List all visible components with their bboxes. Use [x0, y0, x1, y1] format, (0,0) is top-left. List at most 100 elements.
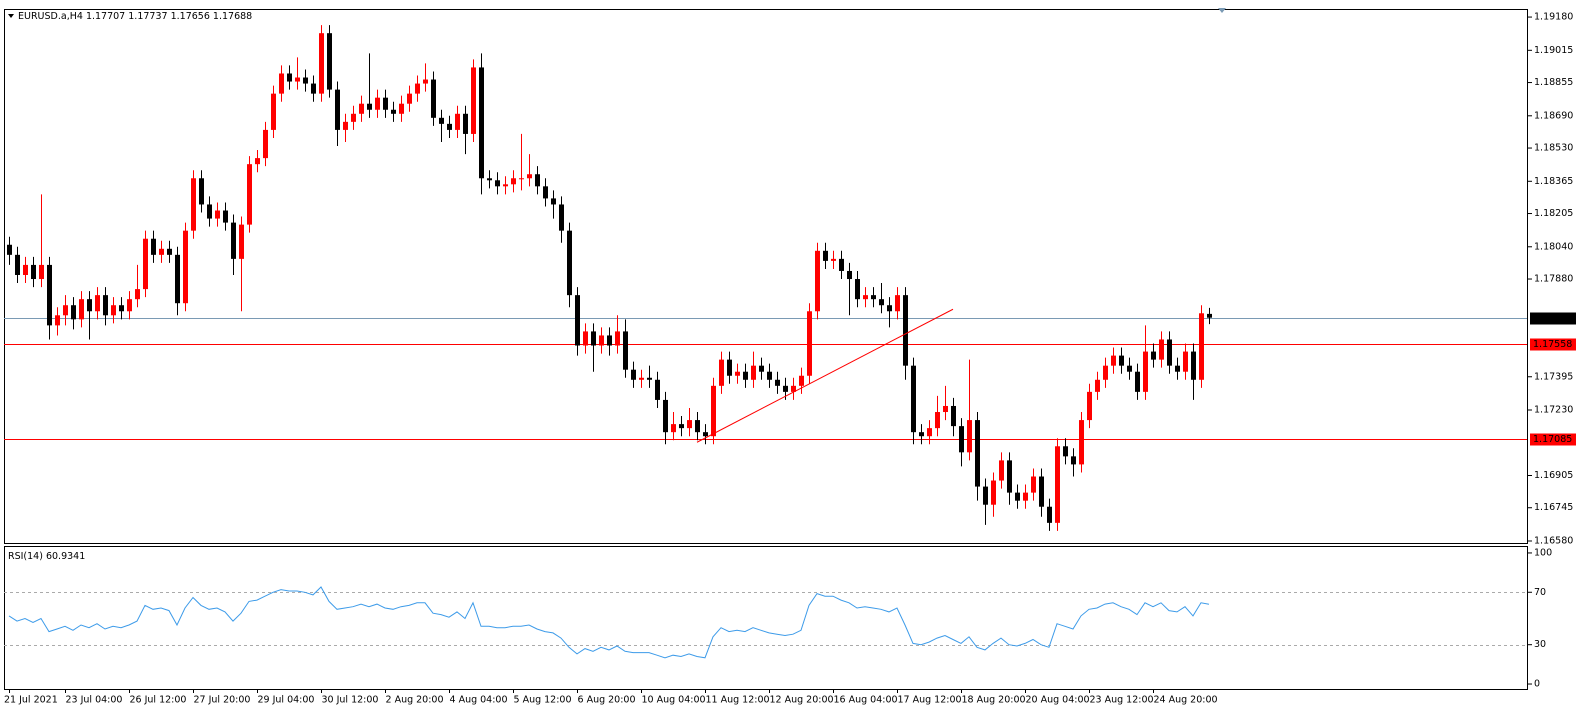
candle-body [943, 405, 948, 413]
candle-body [823, 250, 828, 261]
candle-body [335, 89, 340, 130]
candle-body [199, 178, 204, 205]
open: 1.17707 [86, 11, 125, 22]
candle-body [319, 33, 324, 94]
close: 1.17688 [213, 11, 252, 22]
candle-body [151, 238, 156, 255]
candle-body [663, 399, 668, 433]
candle-body [415, 83, 420, 94]
candle-body [263, 129, 268, 159]
candle-body [327, 33, 332, 90]
y-tick-label: 1.18205 [1534, 208, 1573, 219]
candle-body [191, 178, 196, 231]
candle-body [951, 405, 956, 427]
candle-body [447, 123, 452, 130]
candle-body [431, 79, 436, 118]
candle-body [167, 248, 172, 255]
x-tick-label: 6 Aug 20:00 [578, 695, 636, 706]
candle-body [879, 299, 884, 306]
rsi-panel [4, 546, 1528, 690]
candle-body [559, 204, 564, 231]
candle-body [391, 109, 396, 114]
candle-body [535, 174, 540, 187]
candle-body [735, 371, 740, 376]
candle-body [455, 113, 460, 130]
candle-body [567, 230, 572, 296]
candle-body [711, 385, 716, 437]
candle-body [215, 210, 220, 219]
candle-body [903, 295, 908, 366]
candle-body [183, 230, 188, 304]
y-tick-label: 1.18530 [1534, 143, 1573, 154]
candle-body [871, 295, 876, 300]
x-tick-label: 4 Aug 04:00 [450, 695, 508, 706]
candle-body [503, 184, 508, 187]
candle-body [223, 210, 228, 223]
candle-body [71, 305, 76, 320]
candle-body [247, 164, 252, 225]
level-tag [1530, 433, 1576, 446]
candle-body [799, 375, 804, 386]
candle-body [511, 178, 516, 185]
candle-body [79, 299, 84, 320]
low: 1.17656 [171, 11, 210, 22]
rsi-line [8, 586, 1210, 659]
candle-body [583, 331, 588, 346]
symbol: EURUSD.a,H4 [18, 11, 83, 22]
x-tick-label: 12 Aug 20:00 [770, 695, 834, 706]
candle-body [655, 379, 660, 400]
candle-body [351, 113, 356, 122]
candle-body [767, 371, 772, 380]
candle-body [23, 264, 28, 275]
candle-body [463, 113, 468, 134]
candle-body [599, 335, 604, 346]
menu-arrow [8, 14, 14, 18]
candle-body [519, 178, 524, 180]
x-tick-label: 5 Aug 12:00 [514, 695, 572, 706]
candle-body [679, 424, 684, 429]
candle-body [63, 305, 68, 316]
candle-body [615, 331, 620, 346]
candle-body [967, 420, 972, 453]
candle-body [855, 279, 860, 300]
candle-body [1007, 460, 1012, 493]
candle-body [631, 369, 636, 380]
x-tick-label: 21 Jul 2021 [4, 695, 58, 706]
candle-body [135, 289, 140, 300]
candle-body [7, 244, 12, 255]
candle-body [359, 103, 364, 114]
y-tick-label: 1.18855 [1534, 77, 1573, 88]
candle-body [999, 460, 1004, 481]
candle-body [375, 97, 380, 110]
candle-body [1191, 351, 1196, 380]
candle-body [815, 250, 820, 312]
candle-body [1183, 351, 1188, 372]
candle-body [695, 420, 700, 433]
candle-body [807, 311, 812, 376]
level-label: 1.17558 [1533, 339, 1572, 350]
x-tick-label: 2 Aug 20:00 [386, 695, 444, 706]
candle-body [983, 486, 988, 505]
candle-body [479, 67, 484, 179]
y-tick-label: 0 [1534, 679, 1540, 690]
candle-body [1207, 313, 1212, 318]
x-tick-label: 29 Jul 04:00 [258, 695, 315, 706]
y-tick-label: 1.16580 [1534, 535, 1573, 546]
candle-body [775, 379, 780, 386]
candle-body [863, 295, 868, 300]
candle-body [407, 93, 412, 104]
y-tick-label: 1.17395 [1534, 371, 1573, 382]
candle-body [1159, 339, 1164, 360]
candle-body [783, 385, 788, 392]
y-tick-label: 1.18365 [1534, 176, 1573, 187]
candle-body [719, 359, 724, 386]
candle-body [1039, 476, 1044, 507]
candle-body [127, 299, 132, 312]
candle-body [383, 97, 388, 110]
candle-body [287, 73, 292, 82]
candle-body [55, 315, 60, 326]
candle-body [111, 305, 116, 316]
candle-body [423, 79, 428, 84]
candle-body [647, 377, 652, 380]
